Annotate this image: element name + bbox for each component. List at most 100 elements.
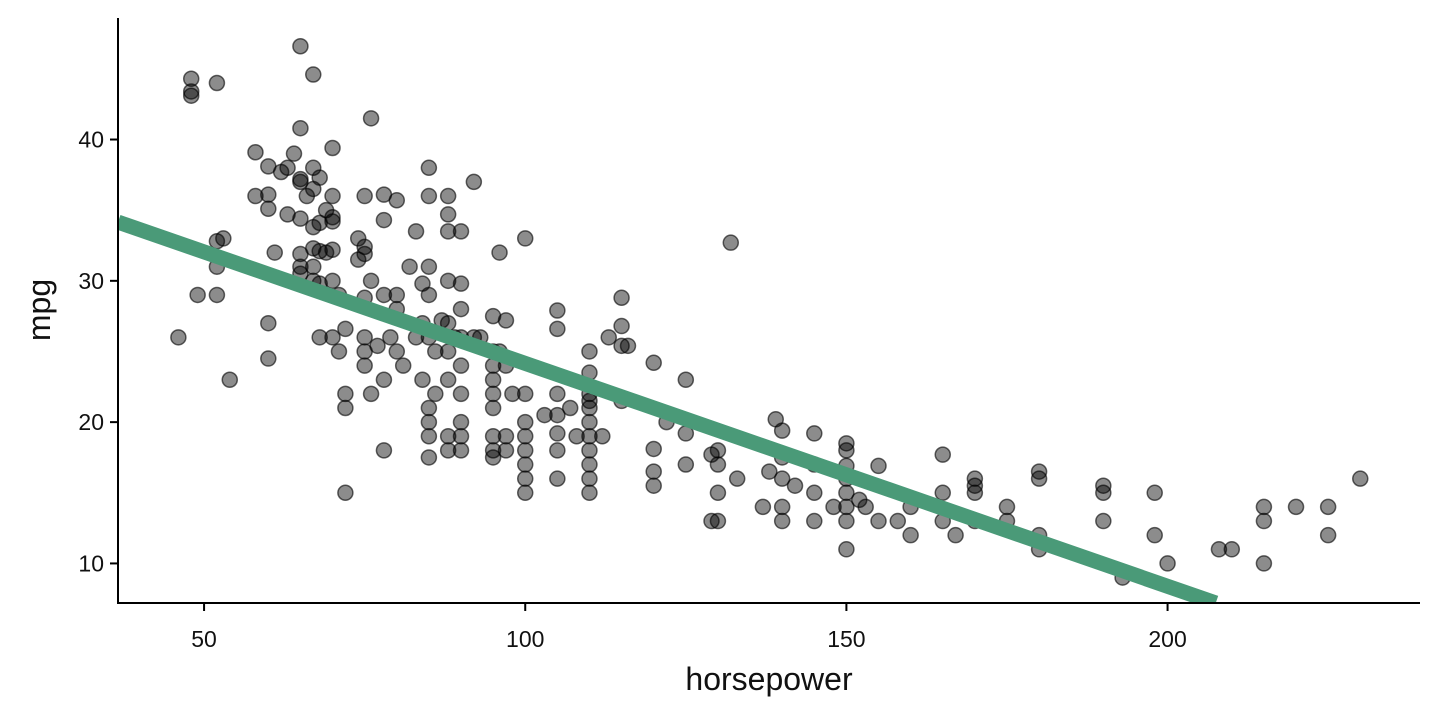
point <box>1255 512 1273 530</box>
point <box>870 457 887 475</box>
point <box>292 210 309 227</box>
point <box>761 463 778 480</box>
point <box>966 484 984 502</box>
point <box>305 258 322 275</box>
point <box>324 187 341 205</box>
point <box>516 470 534 487</box>
point <box>349 251 367 268</box>
point <box>362 272 380 290</box>
point <box>337 385 354 403</box>
point <box>549 442 566 459</box>
point <box>806 425 823 442</box>
point <box>311 242 328 260</box>
point <box>581 470 598 487</box>
point <box>420 286 438 304</box>
point <box>221 371 239 388</box>
point <box>497 442 515 459</box>
point <box>452 223 470 240</box>
point <box>324 213 341 230</box>
point <box>439 442 457 459</box>
point <box>452 300 470 318</box>
point <box>516 442 534 459</box>
point <box>439 206 457 223</box>
point <box>838 484 855 502</box>
point <box>189 286 206 304</box>
point <box>427 343 444 360</box>
point <box>420 428 438 445</box>
point <box>773 498 791 516</box>
point <box>709 456 727 473</box>
point <box>1255 555 1273 572</box>
point <box>581 399 598 417</box>
point <box>613 317 630 335</box>
point <box>292 38 309 55</box>
point <box>1255 498 1273 516</box>
point <box>362 385 380 403</box>
point <box>260 350 277 367</box>
point <box>889 512 907 530</box>
point <box>369 337 386 355</box>
point <box>311 329 328 346</box>
y-tick-label: 20 <box>78 409 104 435</box>
point <box>452 442 470 459</box>
point <box>516 456 534 473</box>
point <box>388 286 406 304</box>
point <box>452 357 470 374</box>
point <box>427 385 444 403</box>
x-tick-label: 200 <box>1148 626 1186 652</box>
point <box>420 399 438 417</box>
point <box>465 173 483 191</box>
point <box>581 484 598 502</box>
point <box>439 223 457 240</box>
point <box>581 442 598 459</box>
point <box>1352 470 1369 487</box>
point <box>703 512 720 530</box>
point <box>516 428 534 445</box>
point <box>581 343 598 360</box>
point <box>838 442 855 459</box>
point <box>170 329 187 346</box>
point <box>645 354 662 372</box>
point <box>613 337 630 355</box>
point <box>292 173 309 191</box>
point <box>484 371 502 388</box>
point <box>266 244 283 261</box>
point <box>1030 470 1048 487</box>
point <box>838 498 855 516</box>
point <box>439 272 457 290</box>
point <box>337 320 354 338</box>
point <box>645 440 662 458</box>
point <box>1095 484 1112 502</box>
point <box>1319 526 1337 544</box>
point <box>806 484 823 502</box>
point <box>484 399 502 417</box>
point <box>247 143 264 161</box>
point <box>581 413 598 431</box>
point <box>208 74 226 92</box>
point <box>1319 498 1337 516</box>
point <box>324 139 341 157</box>
point <box>773 422 791 439</box>
point <box>838 512 855 530</box>
point <box>934 484 951 502</box>
point <box>260 186 277 203</box>
point <box>581 456 598 473</box>
point <box>292 119 309 137</box>
point <box>420 413 438 431</box>
point <box>754 498 772 516</box>
point <box>452 385 470 403</box>
point <box>420 159 438 177</box>
point <box>568 428 585 445</box>
point <box>773 512 791 530</box>
point <box>947 526 964 544</box>
point <box>998 498 1016 516</box>
point <box>709 512 727 530</box>
point <box>619 337 637 355</box>
point <box>600 329 617 346</box>
point <box>786 477 804 494</box>
point <box>806 512 823 530</box>
point <box>439 371 457 388</box>
point <box>247 187 264 205</box>
x-tick-label: 150 <box>827 626 865 652</box>
